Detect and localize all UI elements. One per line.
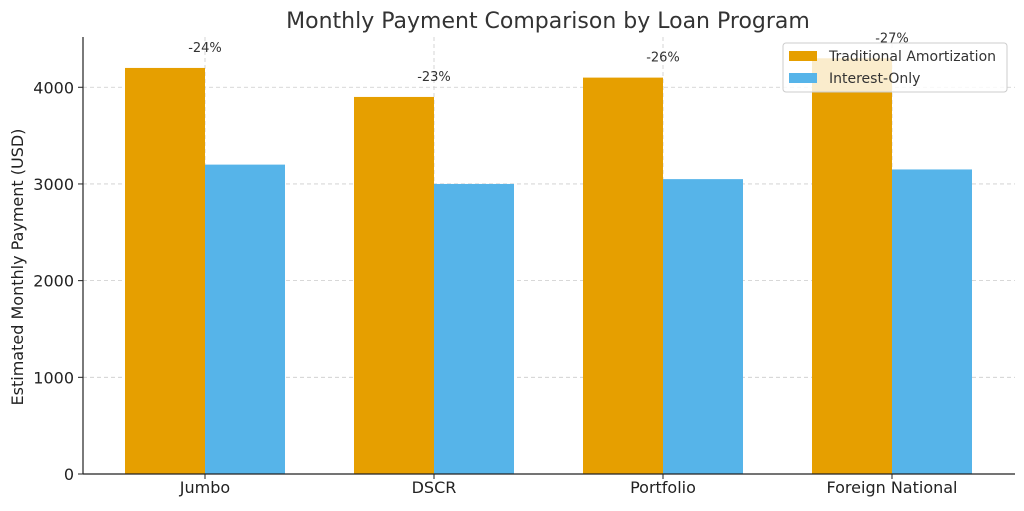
legend-label: Interest-Only bbox=[829, 71, 920, 87]
bar-traditional-amortization bbox=[812, 58, 892, 475]
bar-interest-only bbox=[663, 179, 743, 474]
bar-traditional-amortization bbox=[583, 77, 663, 474]
y-tick-label: 1000 bbox=[33, 368, 74, 387]
chart-title: Monthly Payment Comparison by Loan Progr… bbox=[286, 9, 810, 34]
y-tick-label: 4000 bbox=[33, 78, 74, 97]
bars bbox=[125, 58, 972, 475]
x-tick-label: Foreign National bbox=[827, 478, 958, 497]
bar-interest-only bbox=[892, 169, 972, 474]
x-tick-label: Portfolio bbox=[630, 478, 696, 497]
bar-interest-only bbox=[434, 183, 514, 474]
axes: 0 1000 2000 3000 4000 Jumbo DSCR Portfolio Forei… bbox=[33, 37, 1015, 497]
legend-swatch bbox=[789, 51, 817, 61]
x-tick-label: DSCR bbox=[412, 478, 457, 497]
legend-label: Traditional Amortization bbox=[828, 49, 996, 65]
y-axis-label: Estimated Monthly Payment (USD) bbox=[8, 129, 27, 406]
bar-interest-only bbox=[205, 164, 285, 474]
difference-annotation: -24% bbox=[188, 41, 222, 56]
y-tick-label: 2000 bbox=[33, 272, 74, 291]
y-tick-label: 3000 bbox=[33, 175, 74, 194]
bar-traditional-amortization bbox=[125, 67, 205, 474]
bar-traditional-amortization bbox=[354, 96, 434, 474]
legend-swatch bbox=[789, 73, 817, 83]
difference-annotation: -23% bbox=[417, 70, 451, 85]
x-tick-label: Jumbo bbox=[179, 478, 230, 497]
legend: Traditional Amortization Interest-Only bbox=[782, 42, 1008, 93]
difference-annotation: -26% bbox=[646, 51, 680, 66]
y-tick-label: 0 bbox=[64, 465, 74, 484]
legend-box bbox=[782, 42, 1008, 93]
